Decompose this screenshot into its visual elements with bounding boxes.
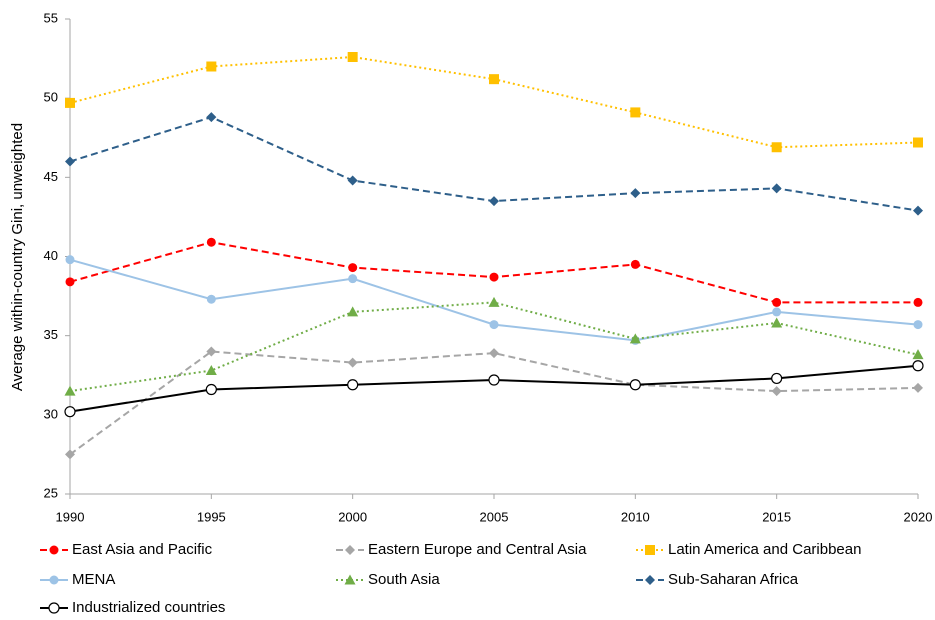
point <box>913 297 923 307</box>
series-line <box>69 241 918 304</box>
point <box>489 74 499 85</box>
x-tick-label: 2020 <box>904 509 933 524</box>
x-tick-label: 2000 <box>338 509 367 524</box>
legend-label: Eastern Europe and Central Asia <box>368 541 587 558</box>
point <box>205 383 217 396</box>
y-axis-label: Average within-country Gini, unweighted <box>9 123 26 391</box>
point <box>489 196 499 207</box>
legend-label: Sub-Saharan Africa <box>668 571 799 588</box>
point <box>629 333 641 344</box>
point <box>65 97 75 108</box>
point <box>206 294 216 304</box>
point <box>347 357 358 368</box>
y-tick-label: 45 <box>44 169 58 184</box>
y-tick-label: 40 <box>44 248 58 263</box>
legend-label: East Asia and Pacific <box>72 541 213 558</box>
point <box>65 255 75 265</box>
point <box>629 379 641 391</box>
y-tick-label: 25 <box>44 485 58 500</box>
point <box>64 385 76 396</box>
x-tick-label: 1995 <box>197 509 226 524</box>
point <box>65 156 75 167</box>
point <box>913 205 923 216</box>
y-tick-label: 55 <box>44 10 58 25</box>
point <box>771 386 782 397</box>
point <box>347 52 358 62</box>
point <box>205 365 217 375</box>
legend-marker <box>49 575 59 585</box>
legend-marker <box>345 545 355 555</box>
point <box>771 317 783 328</box>
point <box>771 142 782 153</box>
y-tick-label: 30 <box>44 406 58 421</box>
point <box>771 183 782 194</box>
y-tick-label: 35 <box>44 327 58 342</box>
point <box>206 61 217 72</box>
point <box>65 449 75 460</box>
point <box>206 112 217 123</box>
point <box>206 346 217 357</box>
x-tick-label: 1990 <box>56 509 85 524</box>
legend-marker <box>49 545 59 555</box>
legend-marker <box>48 602 60 614</box>
legend-label: South Asia <box>368 571 440 588</box>
legend-label: Industrialized countries <box>72 599 225 616</box>
x-tick-label: 2015 <box>762 509 791 524</box>
series-line <box>69 55 919 149</box>
x-tick-label: 2005 <box>480 509 509 524</box>
legend-marker <box>344 574 356 585</box>
point <box>771 372 783 385</box>
legend-label: Latin America and Caribbean <box>668 541 861 558</box>
point <box>489 272 499 282</box>
y-tick-label: 50 <box>44 90 58 105</box>
legend-label: MENA <box>72 571 115 588</box>
series-line <box>69 364 919 413</box>
point <box>772 297 782 307</box>
point <box>630 188 641 199</box>
point <box>630 259 640 269</box>
point <box>488 374 500 386</box>
point <box>913 137 923 148</box>
point <box>912 349 924 360</box>
point <box>772 307 782 317</box>
point <box>347 175 358 186</box>
point <box>65 277 75 287</box>
legend-marker <box>645 575 655 585</box>
point <box>630 107 641 118</box>
point <box>489 320 499 330</box>
point <box>489 348 499 359</box>
series-line <box>69 350 919 456</box>
point <box>348 274 358 284</box>
point <box>206 237 216 247</box>
point <box>488 296 500 307</box>
point <box>64 406 76 418</box>
point <box>347 306 359 317</box>
point <box>912 360 924 372</box>
point <box>347 379 359 391</box>
point <box>913 382 923 393</box>
x-tick-label: 2010 <box>621 509 650 524</box>
point <box>913 320 923 330</box>
point <box>348 263 358 273</box>
legend-marker <box>645 545 655 555</box>
